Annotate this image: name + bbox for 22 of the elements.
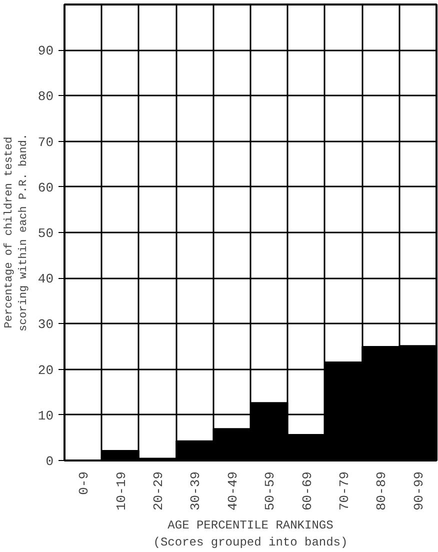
x-tick-label: 20-29 [151, 471, 166, 511]
x-tick-label: 70-79 [337, 471, 352, 511]
y-tick-label: 40 [38, 272, 54, 287]
y-tick-label: 30 [38, 317, 54, 332]
x-tick-label: 60-69 [300, 471, 315, 511]
x-tick-label: 50-59 [262, 471, 278, 511]
y-axis-title: Percentage of children tested scoring within each P.R. band. [3, 133, 30, 332]
x-tick-label: 80-89 [374, 471, 390, 511]
y-tick-label: 50 [38, 226, 54, 241]
y-tick-label: 80 [38, 89, 54, 104]
x-tick-label: 40-49 [225, 471, 240, 511]
y-tick-label: 70 [38, 134, 54, 150]
x-axis-title: AGE PERCENTILE RANKINGS (Scores grouped into bands) [153, 518, 348, 550]
x-tick-label: 0-9 [76, 472, 92, 495]
x-tick-label: 90-99 [411, 471, 426, 511]
x-tick-label: 10-19 [114, 471, 129, 511]
y-tick-label: 60 [38, 180, 54, 196]
y-tick-label: 20 [38, 362, 54, 378]
y-tick-label: 0 [46, 454, 54, 469]
x-tick-label: 30-39 [188, 471, 204, 511]
y-tick-label: 10 [38, 408, 54, 424]
y-tick-label: 90 [38, 44, 54, 59]
